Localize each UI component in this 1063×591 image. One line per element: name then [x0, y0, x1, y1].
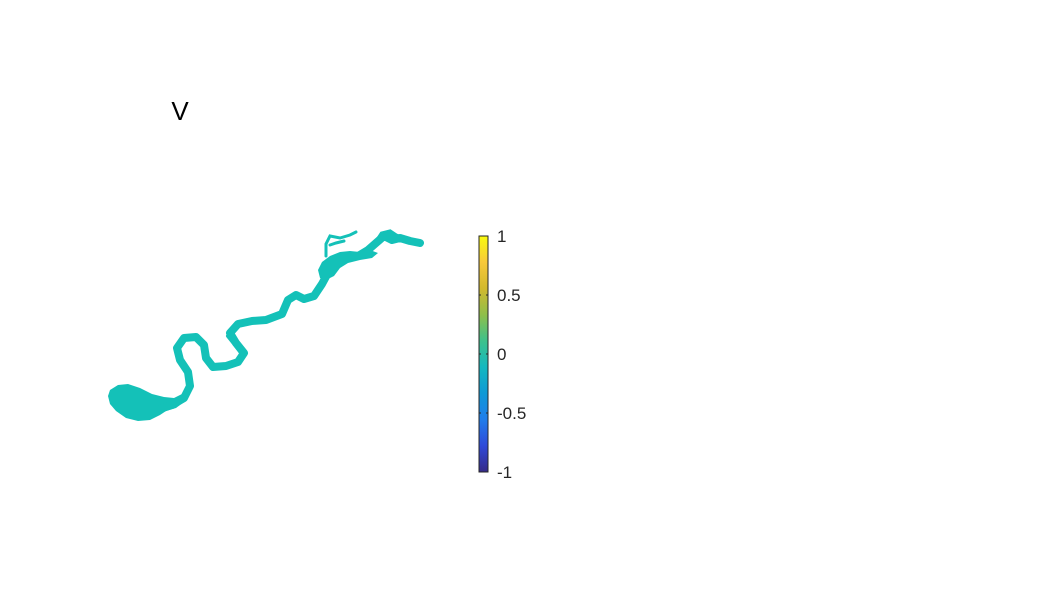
- tributary-arm: [324, 230, 358, 258]
- colorbar-tick-label: -1: [497, 463, 512, 482]
- colorbar-gradient: [479, 236, 488, 472]
- lake-region: [318, 250, 378, 280]
- side-channel: [226, 334, 244, 356]
- estuary-region: [108, 384, 186, 421]
- colorbar: 1 0.5 0 -0.5 -1: [478, 227, 526, 482]
- colorbar-ticks: 1 0.5 0 -0.5 -1: [479, 227, 526, 482]
- river-field: [108, 229, 424, 421]
- tributary-arm: [328, 239, 346, 247]
- upper-channel: [373, 229, 407, 246]
- colorbar-tick-label: 0.5: [497, 286, 521, 305]
- colorbar-tick-label: 0: [497, 345, 506, 364]
- river-channel: [156, 232, 424, 413]
- plot-title: V: [171, 96, 189, 126]
- colorbar-tick-label: 1: [497, 227, 506, 246]
- colorbar-tick-label: -0.5: [497, 404, 526, 423]
